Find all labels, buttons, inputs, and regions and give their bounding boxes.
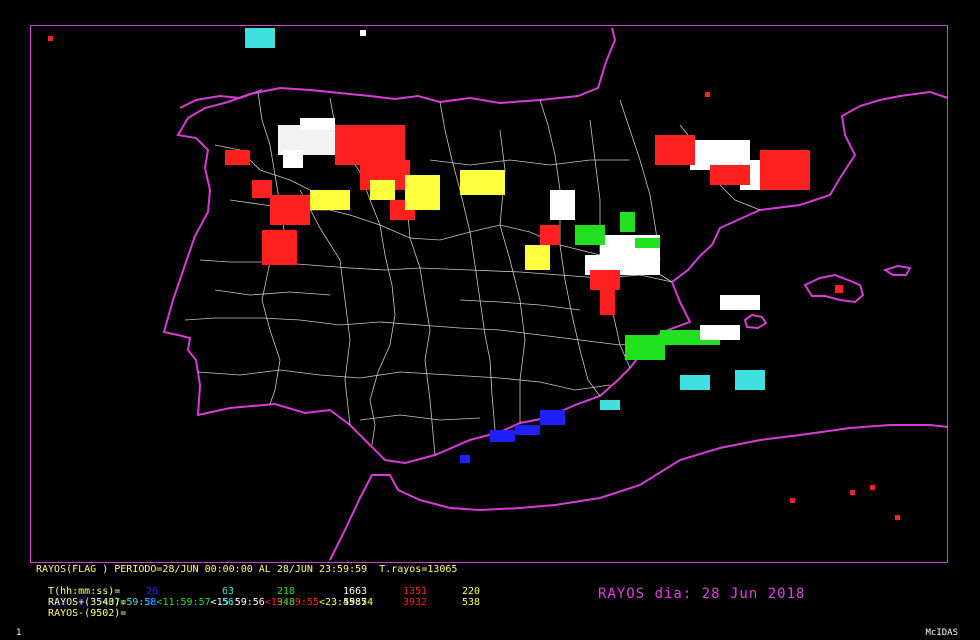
positive-value-5: 1351 xyxy=(403,586,428,597)
positive-value-2: 63 xyxy=(222,586,235,597)
positive-value-3: 218 xyxy=(277,586,296,597)
positive-value-6: 220 xyxy=(462,586,481,597)
time-bin-6: <23:59:54 xyxy=(318,597,374,608)
negative-value-1: 41 xyxy=(146,597,159,608)
negative-value-4: 4587 xyxy=(343,597,368,608)
time-bin-2: <07:59:58 xyxy=(102,597,157,608)
legend-time-prefix: T(hh:mm:ss)= xyxy=(48,586,121,597)
legend-positive-label: RAYOS+(3543)= xyxy=(48,597,127,608)
positive-value-1: 26 xyxy=(146,586,159,597)
map-title: RAYOS dia: 28 Jun 2018 xyxy=(598,586,806,602)
legend-negative-line: RAYOS-(9502)= xyxy=(36,597,126,619)
time-bin-5: <19:59:55 xyxy=(264,597,319,608)
negative-value-3: 348 xyxy=(277,597,296,608)
mcidas-label: McIDAS xyxy=(925,628,958,638)
legend-positive-line: RAYOS+(3543)= xyxy=(36,586,126,608)
legend-time-line: T(hh:mm:ss)= <03:59:59<07:59:58<11:59:57… xyxy=(36,575,373,608)
map-frame xyxy=(30,25,948,563)
legend-negative-label: RAYOS-(9502)= xyxy=(48,608,127,619)
frame-number: 1 xyxy=(16,628,22,638)
time-bin-1: <03:59:59 xyxy=(48,597,103,608)
time-bin-4: <15:59:56 xyxy=(210,597,265,608)
negative-value-6: 538 xyxy=(462,597,481,608)
legend-period-line: RAYOS(FLAG ) PERIODO=28/JUN 00:00:00 AL … xyxy=(36,564,458,575)
negative-value-5: 3932 xyxy=(403,597,428,608)
legend-time-bins: <03:59:59<07:59:58<11:59:57<15:59:56<19:… xyxy=(48,597,373,608)
coastline xyxy=(162,27,949,561)
time-bin-3: <11:59:57 xyxy=(156,597,211,608)
lightning-strikes xyxy=(48,28,900,520)
negative-value-2: 56 xyxy=(222,597,235,608)
positive-value-4: 1663 xyxy=(343,586,368,597)
